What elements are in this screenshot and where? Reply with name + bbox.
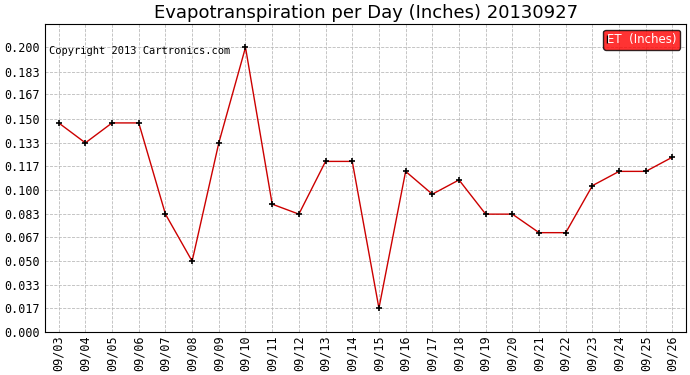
Title: Evapotranspiration per Day (Inches) 20130927: Evapotranspiration per Day (Inches) 2013…	[154, 4, 578, 22]
Legend: ET  (Inches): ET (Inches)	[603, 30, 680, 50]
Text: Copyright 2013 Cartronics.com: Copyright 2013 Cartronics.com	[49, 46, 230, 56]
